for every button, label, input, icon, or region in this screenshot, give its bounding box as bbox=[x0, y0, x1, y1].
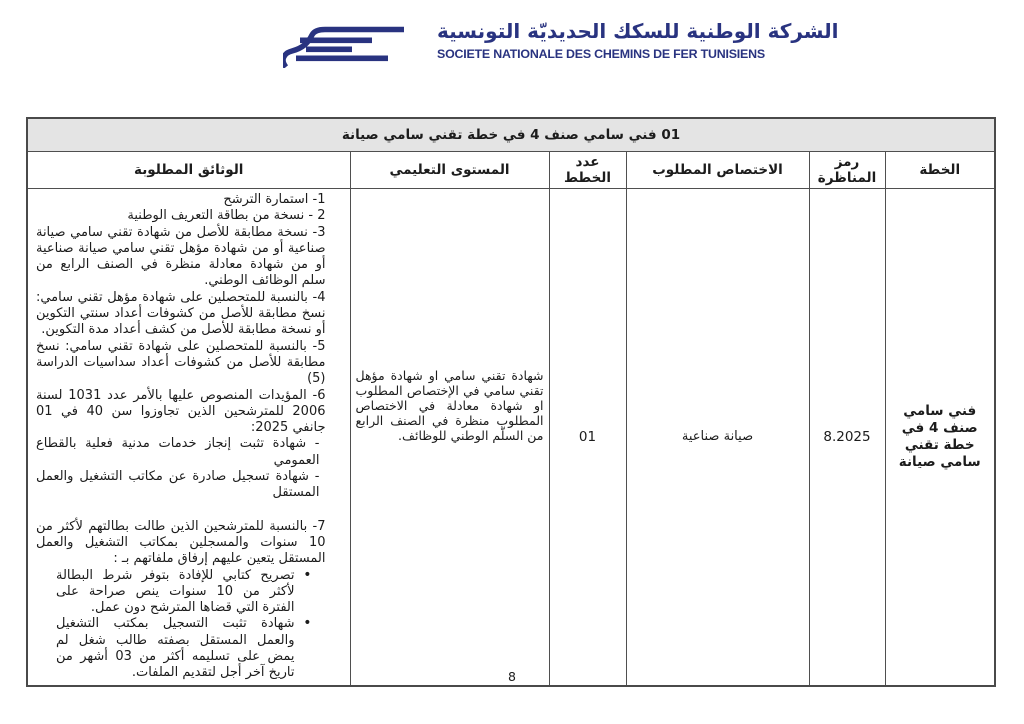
document-bullet-item: تصريح كتابي للإفادة بتوفر شرط البطالة لأ… bbox=[56, 567, 312, 617]
page-number: 8 bbox=[508, 669, 516, 684]
table-title-row: 01 فني سامي صنف 4 في خطة تقني سامي صيانة bbox=[26, 117, 996, 152]
company-name-french: SOCIETE NATIONALE DES CHEMINS DE FER TUN… bbox=[437, 47, 765, 61]
document-paragraph: 7- بالنسبة للمترشحين الذين طالت بطالتهم … bbox=[35, 518, 326, 567]
specialization-cell: صيانة صناعية bbox=[625, 187, 810, 687]
document-paragraph: 5- بالنسبة للمتحصلين على شهادة تقني سامي… bbox=[35, 338, 326, 387]
document-paragraph: 3- نسخة مطابقة للأصل من شهادة تقني سامي … bbox=[35, 224, 326, 289]
column-header-education-level: المستوى التعليمي bbox=[349, 151, 550, 189]
positions-count-cell: 01 bbox=[548, 187, 627, 687]
education-level-cell: شهادة تقني سامي او شهادة مؤهل تقني سامي … bbox=[349, 187, 550, 687]
recruitment-table: 01 فني سامي صنف 4 في خطة تقني سامي صيانة… bbox=[25, 117, 996, 687]
table-row: فني سامي صنف 4 في خطة تقني سامي صيانة 8.… bbox=[26, 187, 996, 687]
document-paragraph: 4- بالنسبة للمتحصلين على شهادة مؤهل تقني… bbox=[35, 289, 326, 338]
document-bullet-item: شهادة تثبت التسجيل بمكتب التشغيل والعمل … bbox=[56, 615, 312, 681]
table-header-row: الخطة رمز المناظرة الاختصاص المطلوب عدد … bbox=[26, 151, 996, 189]
document-paragraph: 1- استمارة الترشح bbox=[223, 192, 326, 207]
education-level-text: شهادة تقني سامي او شهادة مؤهل تقني سامي … bbox=[355, 368, 544, 444]
documents-bullet-list: تصريح كتابي للإفادة بتوفر شرط البطالة لأ… bbox=[36, 567, 326, 682]
column-header-required-documents: الوثائق المطلوبة bbox=[26, 151, 351, 189]
document-paragraph: 6- المؤيدات المنصوص عليها بالأمر عدد 103… bbox=[35, 387, 326, 436]
documents-paragraph-list: 1- استمارة الترشح 2 - نسخة من بطاقة التعر… bbox=[36, 192, 326, 568]
document-paragraph: 2 - نسخة من بطاقة التعريف الوطنية bbox=[127, 208, 326, 224]
table-title: 01 فني سامي صنف 4 في خطة تقني سامي صيانة bbox=[26, 117, 996, 152]
column-header-plan: الخطة bbox=[884, 151, 996, 189]
column-header-specialization: الاختصاص المطلوب bbox=[625, 151, 810, 189]
company-name-arabic: الشركة الوطنية للسكك الحديديّة التونسية bbox=[437, 19, 839, 43]
column-header-positions-count: عدد الخطط bbox=[548, 151, 627, 189]
letterhead: الشركة الوطنية للسكك الحديديّة التونسية … bbox=[0, 0, 1024, 90]
required-documents-cell: 1- استمارة الترشح 2 - نسخة من بطاقة التعر… bbox=[26, 187, 351, 687]
sncft-logo-icon bbox=[280, 20, 408, 69]
recruitment-table-container: 01 فني سامي صنف 4 في خطة تقني سامي صيانة… bbox=[25, 117, 996, 687]
company-name-block: الشركة الوطنية للسكك الحديديّة التونسية … bbox=[437, 16, 857, 62]
competition-code-cell: 8.2025 bbox=[808, 187, 886, 687]
plan-cell: فني سامي صنف 4 في خطة تقني سامي صيانة bbox=[884, 187, 996, 687]
document-paragraph: - شهادة تثبت إنجاز خدمات مدنية فعلية بال… bbox=[35, 436, 320, 468]
column-header-competition-code: رمز المناظرة bbox=[808, 151, 886, 189]
document-paragraph: - شهادة تسجيل صادرة عن مكاتب التشغيل وال… bbox=[35, 469, 320, 501]
